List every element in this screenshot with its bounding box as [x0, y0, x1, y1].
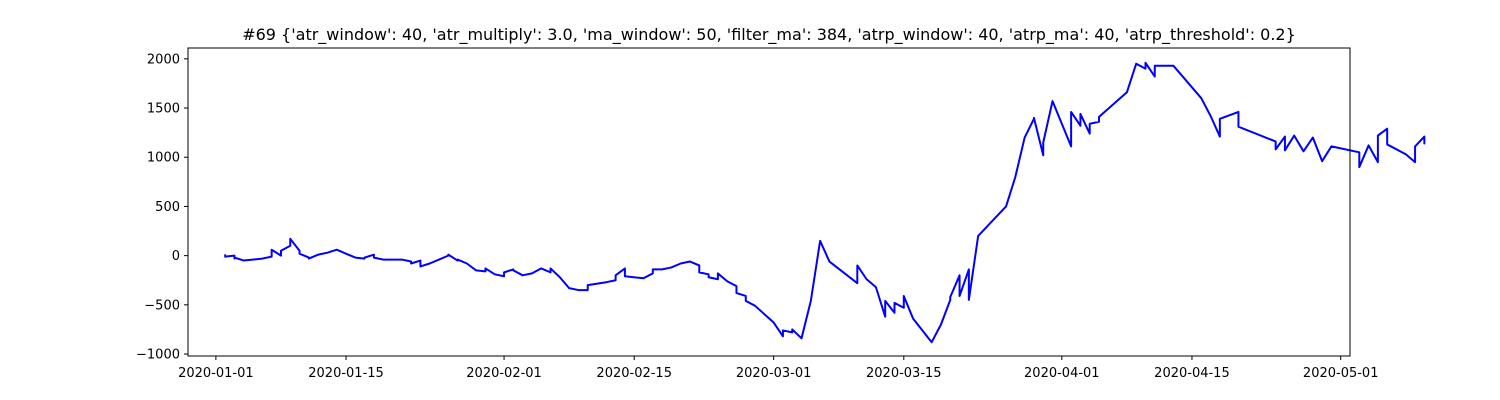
plot-frame — [187, 47, 1351, 357]
x-tick-label: 2020-02-01 — [466, 366, 542, 381]
x-tick-label: 2020-04-15 — [1154, 366, 1230, 381]
series-layer — [224, 61, 1426, 344]
y-tick-label: −500 — [144, 298, 180, 313]
x-tick-label: 2020-03-15 — [866, 366, 942, 381]
x-tick-label: 2020-01-15 — [308, 366, 384, 381]
y-tick-label: 1500 — [147, 102, 180, 117]
y-tick-label: 1000 — [147, 151, 180, 166]
y-tick-label: 0 — [172, 249, 180, 264]
y-tick-label: 2000 — [147, 52, 180, 67]
x-tick-label: 2020-02-15 — [596, 366, 672, 381]
chart-title: #69 {'atr_window': 40, 'atr_multiply': 3… — [242, 25, 1296, 45]
x-tick-label: 2020-03-01 — [736, 366, 812, 381]
x-tick-label: 2020-04-01 — [1024, 366, 1100, 381]
x-tick-label: 2020-05-01 — [1303, 366, 1379, 381]
y-tick-label: 500 — [155, 200, 180, 215]
y-axis: −1000 −500 0 500 1000 1500 2000 — [136, 52, 188, 363]
x-tick-label: 2020-01-01 — [178, 366, 254, 381]
y-tick-label: −1000 — [136, 348, 180, 363]
x-axis: 2020-01-01 2020-01-15 2020-02-01 2020-02-15… — [178, 356, 1378, 381]
series-line-0 — [224, 61, 1426, 344]
